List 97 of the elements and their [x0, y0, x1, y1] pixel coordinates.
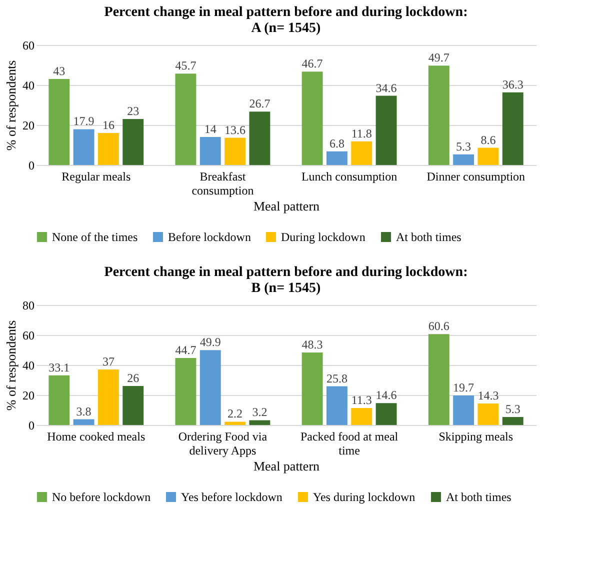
data-label: 3.8: [76, 404, 92, 418]
bar: [502, 92, 524, 165]
x-tick-label: Ordering Food via delivery Apps: [178, 430, 268, 458]
data-label: 5.3: [505, 402, 520, 416]
bar: [326, 151, 348, 165]
y-tick-label: 40: [22, 78, 34, 92]
y-tick-label: 0: [28, 418, 34, 432]
bar: [478, 148, 499, 165]
y-tick-label: 80: [22, 298, 34, 312]
text: Percent change in meal pattern before and during lockdown:: [104, 5, 468, 20]
bar: [249, 112, 270, 165]
bar: [376, 96, 397, 165]
data-label: 33.1: [48, 360, 70, 374]
data-label: 49.7: [428, 50, 450, 65]
data-label: 3.2: [252, 405, 268, 420]
legend-label: At both times: [446, 490, 512, 504]
data-label: 14.3: [478, 388, 499, 403]
bar: [224, 138, 246, 165]
bar: [48, 79, 70, 165]
y-tick-label: 60: [22, 328, 34, 342]
data-label: 48.3: [302, 338, 323, 352]
data-label: 17.9: [73, 114, 94, 128]
x-axis-title: Meal pattern: [253, 198, 320, 214]
bar: [73, 129, 94, 165]
x-tick-label: Home cooked meals: [47, 430, 146, 444]
bar: [48, 375, 70, 425]
data-label: 36.3: [502, 77, 524, 92]
data-label: 19.7: [453, 380, 474, 394]
text: Percent change in meal pattern before and during lockdown:: [104, 265, 468, 280]
bar: [428, 334, 450, 425]
bar: [453, 395, 474, 425]
data-label: 14.6: [376, 388, 397, 402]
bar: [73, 419, 94, 425]
bar: [200, 137, 221, 165]
x-tick-label: Dinner consumption: [426, 170, 526, 184]
data-label: 16: [102, 118, 114, 132]
legend-label: Before lockdown: [168, 230, 251, 244]
bar: [200, 350, 221, 425]
bar: [224, 422, 246, 425]
data-label: 14: [204, 122, 216, 136]
legend-label: Yes before lockdown: [181, 490, 282, 504]
data-label: 60.6: [428, 319, 450, 334]
data-label: 26.7: [249, 96, 270, 111]
x-tick-label: Lunch consumption: [301, 170, 398, 184]
x-tick-label: Skipping meals: [438, 430, 514, 444]
bar: [428, 66, 450, 165]
legend-label: At both times: [396, 230, 462, 244]
data-label: 11.8: [351, 126, 372, 140]
data-label: 23: [127, 104, 140, 118]
data-label: 44.7: [175, 342, 196, 357]
x-tick-label: Breakfast consumption: [192, 170, 254, 198]
bar: [326, 386, 348, 425]
y-tick-label: 20: [22, 118, 34, 132]
bar: [302, 72, 323, 165]
bar: [98, 370, 119, 425]
bar: [122, 119, 144, 165]
data-label: 49.9: [200, 335, 221, 350]
text: B (n= 1545): [251, 281, 321, 296]
data-label: 46.7: [302, 56, 323, 71]
bar: [351, 141, 372, 165]
data-label: 37: [102, 354, 114, 368]
data-label: 2.2: [228, 406, 243, 421]
bar: [175, 358, 196, 425]
bar: [122, 386, 144, 425]
data-label: 45.7: [175, 58, 196, 73]
data-label: 26: [127, 371, 140, 385]
data-label: 25.8: [326, 371, 348, 386]
x-tick-label: Packed food at meal time: [300, 430, 399, 458]
bar: [376, 403, 397, 425]
data-label: 5.3: [456, 139, 472, 154]
legend-label: None of the times: [52, 230, 138, 244]
y-tick-label: 0: [28, 158, 34, 172]
x-tick-label: Regular meals: [62, 170, 131, 184]
y-tick-label: 60: [22, 38, 34, 52]
data-label: 8.6: [480, 132, 496, 147]
data-label: 11.3: [351, 393, 372, 408]
y-axis-title: % of respondents: [4, 60, 18, 151]
legend-label: During lockdown: [281, 230, 366, 244]
bar: [351, 408, 372, 425]
bar: [249, 420, 270, 425]
bar: [453, 154, 474, 165]
legend-label: No before lockdown: [52, 490, 151, 504]
bar: [302, 352, 323, 425]
y-tick-label: 40: [22, 358, 34, 372]
data-label: 13.6: [224, 122, 246, 137]
x-axis-title: Meal pattern: [253, 458, 320, 474]
y-axis-title: % of respondents: [4, 320, 18, 411]
text: A (n= 1545): [251, 21, 321, 36]
y-tick-label: 20: [22, 388, 34, 402]
data-label: 6.8: [329, 136, 344, 150]
legend-label: Yes during lockdown: [313, 490, 416, 504]
bar: [98, 133, 119, 165]
bar: [478, 404, 499, 425]
data-label: 43: [53, 64, 66, 78]
bar: [175, 74, 196, 165]
bar: [502, 417, 524, 425]
data-label: 34.6: [376, 80, 397, 95]
